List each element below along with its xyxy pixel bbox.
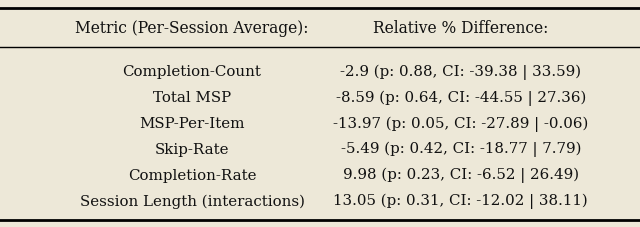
Text: Metric (Per-Session Average):: Metric (Per-Session Average): (76, 20, 308, 37)
Text: MSP-Per-Item: MSP-Per-Item (140, 116, 244, 130)
Text: Relative % Difference:: Relative % Difference: (373, 20, 548, 37)
Text: Completion-Count: Completion-Count (123, 65, 261, 79)
Text: Skip-Rate: Skip-Rate (155, 142, 229, 156)
Text: -13.97 (p: 0.05, CI: -27.89 | -0.06): -13.97 (p: 0.05, CI: -27.89 | -0.06) (333, 116, 588, 131)
Text: -2.9 (p: 0.88, CI: -39.38 | 33.59): -2.9 (p: 0.88, CI: -39.38 | 33.59) (340, 64, 581, 79)
Text: Total MSP: Total MSP (153, 91, 231, 105)
Text: Completion-Rate: Completion-Rate (128, 168, 256, 182)
Text: 9.98 (p: 0.23, CI: -6.52 | 26.49): 9.98 (p: 0.23, CI: -6.52 | 26.49) (343, 167, 579, 183)
Text: 13.05 (p: 0.31, CI: -12.02 | 38.11): 13.05 (p: 0.31, CI: -12.02 | 38.11) (333, 193, 588, 208)
Text: -8.59 (p: 0.64, CI: -44.55 | 27.36): -8.59 (p: 0.64, CI: -44.55 | 27.36) (335, 90, 586, 105)
Text: Session Length (interactions): Session Length (interactions) (79, 193, 305, 208)
Text: -5.49 (p: 0.42, CI: -18.77 | 7.79): -5.49 (p: 0.42, CI: -18.77 | 7.79) (340, 141, 581, 157)
